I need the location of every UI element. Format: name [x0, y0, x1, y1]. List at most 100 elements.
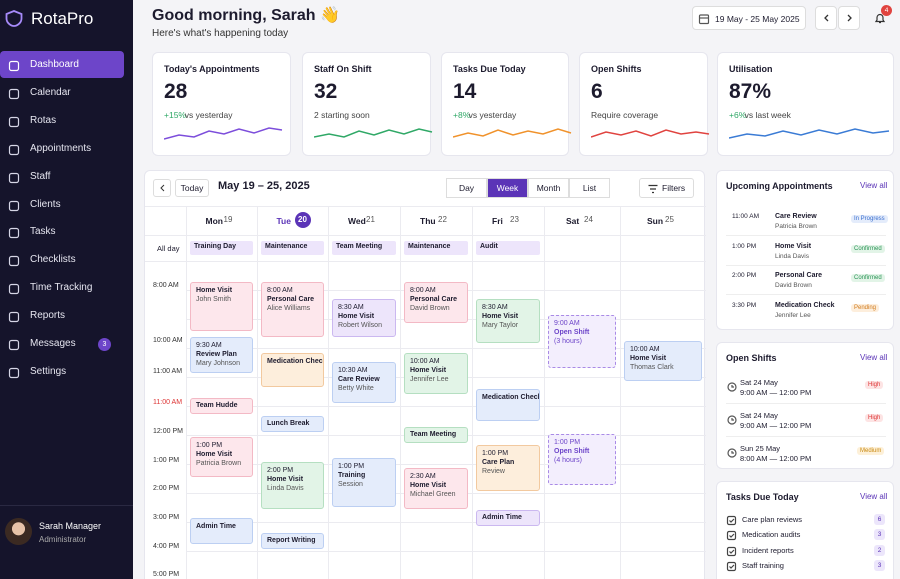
nav-icon	[8, 282, 20, 295]
event-person: David Brown	[410, 305, 450, 312]
allday-event[interactable]: Audit	[476, 241, 540, 255]
time-label: 11:00 AM	[153, 399, 183, 406]
allday-event[interactable]: Maintenance	[404, 241, 468, 255]
event[interactable]: 1:00 PM Home Visit Patricia Brown	[190, 437, 253, 477]
allday-event[interactable]: Maintenance	[261, 241, 324, 255]
nav-item[interactable]: Clients	[30, 198, 61, 210]
event[interactable]: 9:30 AM Review Plan Mary Johnson	[190, 337, 253, 373]
today-button[interactable]: Today	[175, 179, 209, 197]
stat-note: Require coverage	[591, 110, 659, 120]
task-label[interactable]: Medication audits	[742, 530, 801, 540]
event[interactable]: 2:30 AM Home Visit Michael Green	[404, 468, 468, 509]
allday-event[interactable]: Team Meeting	[332, 241, 396, 255]
nav-item[interactable]: Checklists	[30, 254, 76, 266]
next-button[interactable]	[838, 6, 860, 30]
event[interactable]: 1:00 PM Training Session	[332, 458, 396, 507]
view-tab[interactable]: List	[569, 178, 610, 198]
event[interactable]: 8:30 AM Home Visit Mary Taylor	[476, 299, 540, 343]
event-time: 8:30 AM	[338, 304, 364, 311]
grid-line	[186, 348, 706, 349]
status-pill: In Progress	[851, 215, 888, 223]
task-label[interactable]: Care plan reviews	[742, 515, 803, 524]
view-tab[interactable]: Week	[487, 178, 528, 198]
nav-item[interactable]: Calendar	[30, 86, 71, 98]
day-name: Tue	[276, 216, 291, 226]
appt-title[interactable]: Personal Care	[775, 272, 823, 280]
event[interactable]: Lunch Break	[261, 416, 324, 432]
event[interactable]: Home Visit John Smith	[190, 282, 253, 331]
time-label: 5:00 PM	[153, 571, 180, 578]
event[interactable]: Medication Check	[261, 353, 324, 387]
view-all[interactable]: View all	[860, 353, 888, 362]
view-tab[interactable]: Month	[528, 178, 569, 198]
nav-item[interactable]: Rotas	[30, 114, 57, 126]
prev-week[interactable]	[153, 179, 171, 197]
nav-item[interactable]: Appointments	[30, 142, 92, 154]
week-range: May 19 – 25, 2025	[218, 180, 310, 192]
brand: RotaPro	[31, 9, 94, 28]
appt-title[interactable]: Home Visit	[775, 242, 812, 250]
allday-event[interactable]: Training Day	[190, 241, 253, 255]
event-title: Review Plan	[196, 351, 237, 358]
view-all[interactable]: View all	[860, 492, 888, 501]
event[interactable]: 2:00 PM Home Visit Linda Davis	[261, 462, 324, 509]
event[interactable]: 10:30 AM Care Review Betty White	[332, 362, 396, 403]
clock-icon	[726, 446, 738, 458]
event-title: Home Visit	[267, 476, 304, 483]
nav-item[interactable]: Messages	[30, 338, 76, 349]
event[interactable]: 8:30 AM Home Visit Robert Wilson	[332, 299, 396, 337]
event-person: Jennifer Lee	[410, 376, 449, 383]
event[interactable]: 1:00 PM Open Shift (4 hours)	[548, 434, 616, 485]
event-title: Care Review	[338, 376, 380, 383]
stat-title: Tasks Due Today	[453, 64, 526, 74]
bell[interactable]	[874, 11, 886, 24]
avatar	[5, 518, 32, 545]
event[interactable]: 8:00 AM Personal Care David Brown	[404, 282, 468, 323]
event[interactable]: Report Writing	[261, 533, 324, 549]
prev-button[interactable]	[815, 6, 837, 30]
grid-line	[145, 206, 706, 207]
nav-item[interactable]: Time Tracking	[30, 282, 93, 294]
nav-item[interactable]: Dashboard	[30, 59, 79, 70]
appt-title[interactable]: Medication Check	[775, 302, 835, 310]
stat-value: 32	[314, 80, 338, 103]
event-time: 9:30 AM	[196, 342, 222, 349]
event-title: Home Visit	[630, 355, 667, 362]
event[interactable]: Admin Time	[476, 510, 540, 526]
view-tab[interactable]: Day	[446, 178, 487, 198]
nav-item[interactable]: Tasks	[30, 226, 56, 238]
messages-badge: 3	[98, 338, 111, 351]
nav-item[interactable]: Staff	[30, 170, 51, 182]
event[interactable]: Team Meeting	[404, 427, 468, 443]
event-time: 1:00 PM	[482, 450, 509, 457]
task-label[interactable]: Staff training	[742, 560, 784, 570]
event[interactable]: Admin Time	[190, 518, 253, 544]
event[interactable]: 10:00 AM Home Visit Jennifer Lee	[404, 353, 468, 394]
event-person: (4 hours)	[554, 457, 583, 464]
priority-pill: Medium	[857, 447, 885, 455]
nav-item[interactable]: Settings	[30, 365, 67, 377]
time-label: 10:00 AM	[153, 337, 183, 344]
stat-card: Open Shifts 6 Require coverage	[579, 52, 710, 156]
user-name[interactable]: Sarah Manager	[39, 521, 102, 531]
event[interactable]: Team Hudde	[190, 398, 253, 414]
event[interactable]: Medication Check	[476, 389, 540, 421]
day-date: 25	[665, 215, 674, 224]
event[interactable]: 10:00 AM Home Visit Thomas Clark	[624, 341, 702, 381]
filters-button[interactable]: Filters	[639, 178, 694, 198]
event[interactable]: 1:00 PM Care Plan Review	[476, 445, 540, 491]
event[interactable]: 9:00 AM Open Shift (3 hours)	[548, 315, 616, 368]
subtitle: Here's what's happening today	[152, 28, 289, 39]
day-date: 23	[510, 215, 519, 224]
day-date: 24	[584, 215, 593, 224]
appt-title[interactable]: Care Review	[775, 213, 817, 220]
grid-line	[145, 235, 706, 236]
nav-icon	[8, 171, 20, 183]
nav-item[interactable]: Reports	[30, 310, 66, 322]
nav-icon	[8, 87, 20, 99]
event[interactable]: 8:00 AM Personal Care Alice Williams	[261, 282, 324, 337]
nav-icon	[8, 115, 20, 127]
date-range[interactable]: 19 May - 25 May 2025	[692, 6, 806, 30]
task-label[interactable]: Incident reports	[742, 545, 794, 555]
view-all[interactable]: View all	[860, 181, 888, 190]
